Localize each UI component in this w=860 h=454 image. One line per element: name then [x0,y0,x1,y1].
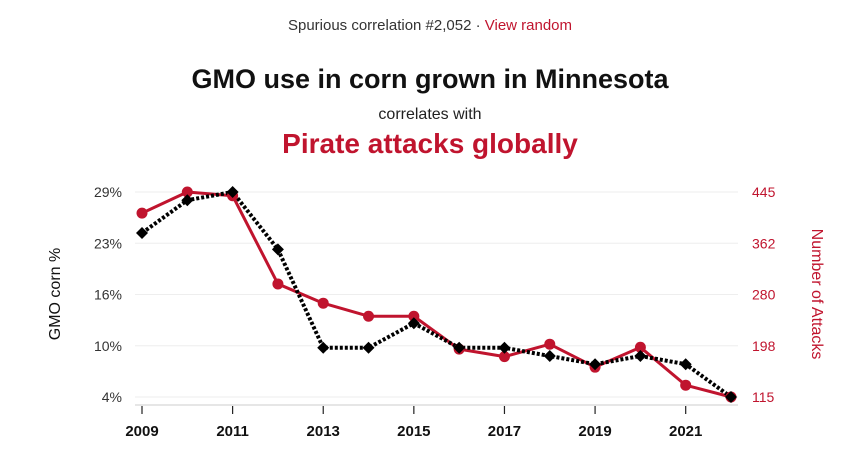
gmo-point [181,194,194,207]
y-right-tick-label: 445 [752,184,776,200]
gmo-point [679,358,692,371]
gmo-point [317,341,330,354]
x-tick-label: 2009 [125,423,158,440]
attacks-point [317,297,329,309]
attacks-point [498,351,510,363]
attacks-point [408,310,420,322]
y-left-tick-label: 23% [94,235,122,251]
view-random-link[interactable]: View random [484,17,573,34]
gmo-point [589,358,602,371]
y-right-axis-label: Number of Attacks [808,229,825,360]
gmo-point [226,186,239,198]
y-right-tick-label: 115 [752,389,775,405]
gmo-point [453,341,466,354]
header-line: Spurious correlation #2,052 · View rando… [0,17,860,34]
y-left-tick-label: 16% [94,287,122,303]
y-right-tick-label: 280 [752,287,776,303]
gmo-point [271,243,284,256]
attacks-point [544,338,556,350]
attacks-series-line [141,190,732,399]
gmo-point [498,341,511,354]
gmo-point [136,227,148,239]
x-tick-label: 2017 [488,423,521,440]
chart-title-secondary: Pirate attacks globally [282,128,578,159]
y-right-tick-label: 198 [752,338,776,354]
attacks-point [363,310,375,322]
gmo-point [543,350,556,362]
gmo-point [362,341,375,354]
x-tick-label: 2011 [216,423,249,440]
y-left-tick-label: 29% [94,184,122,200]
gmo-series-line [140,189,733,399]
gmo-point [634,350,647,362]
y-right-tick-label: 362 [752,235,776,251]
attacks-point [272,278,284,290]
y-left-tick-label: 4% [102,389,122,405]
y-left-tick-label: 10% [94,338,122,354]
x-tick-label: 2015 [397,423,430,440]
attacks-point [136,207,148,219]
gmo-point [725,391,737,403]
x-tick-label: 2019 [578,423,611,440]
chart-title: GMO use in corn grown in Minnesota [191,64,669,94]
gmo-point [407,317,420,330]
connector-text: correlates with [378,106,482,123]
attacks-point [181,186,193,198]
correlation-id: Spurious correlation #2,052 · [287,17,485,34]
attacks-point [634,341,646,353]
y-left-axis-label: GMO corn % [47,248,64,340]
attacks-point [680,379,692,391]
x-tick-label: 2021 [669,423,702,440]
x-tick-label: 2013 [307,423,340,440]
